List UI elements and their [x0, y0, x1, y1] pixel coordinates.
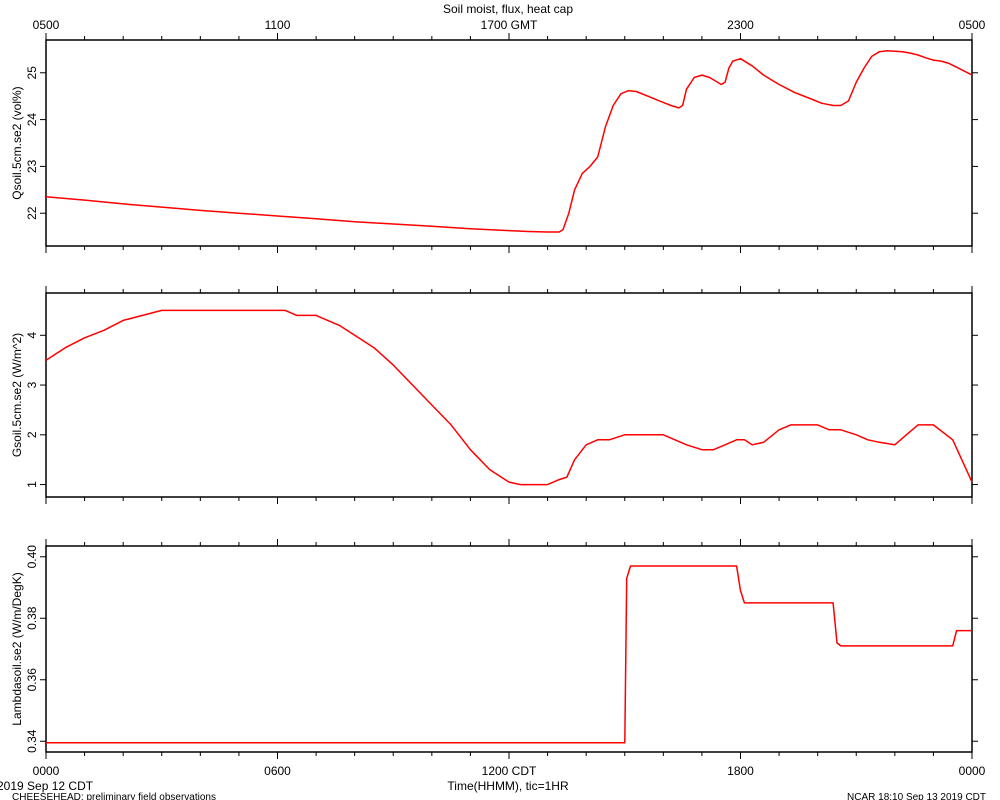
- bottom-tick-label: 1200 CDT: [482, 764, 537, 778]
- bottom-tick-label: 1800: [727, 764, 754, 778]
- x-axis-label: Time(HHMM), tic=1HR: [447, 779, 569, 793]
- y-tick-label: 2: [25, 431, 39, 438]
- series-line: [46, 565, 972, 744]
- y-tick-label: 25: [25, 66, 39, 80]
- plot-frame: [45, 39, 973, 247]
- y-axis-label: Gsoil.5cm.se2 (W/m^2): [10, 333, 24, 457]
- y-tick-label: 0.40: [25, 545, 39, 569]
- y-tick-label: 0.36: [25, 668, 39, 692]
- chart-title: Soil moist, flux, heat cap: [443, 2, 573, 16]
- plot-frame: [45, 292, 973, 498]
- top-tick-label: 1700 GMT: [481, 18, 538, 32]
- top-tick-label: 0500: [959, 18, 986, 32]
- bottom-tick-label: 0000: [33, 764, 60, 778]
- top-tick-label: 1100: [265, 18, 291, 32]
- y-tick-label: 0.34: [25, 729, 39, 753]
- bottom-tick-label: 0600: [264, 764, 291, 778]
- y-tick-label: 1: [25, 481, 39, 488]
- top-tick-label: 0500: [33, 18, 60, 32]
- y-axis-label: Lambdasoil.se2 (W/m/DegK): [10, 572, 24, 725]
- y-tick-label: 3: [25, 381, 39, 388]
- y-tick-label: 22: [25, 206, 39, 220]
- series-line: [45, 309, 973, 486]
- bottom-axis-labels: 0000 0600 1200 CDT 1800 0000: [33, 764, 986, 778]
- footer-left: CHEESEHEAD: preliminary field observatio…: [12, 792, 216, 800]
- y-tick-label: 4: [25, 332, 39, 339]
- plot-frame: [45, 545, 973, 753]
- series-line: [45, 50, 973, 233]
- y-tick-label: 0.38: [25, 606, 39, 630]
- y-tick-label: 24: [25, 113, 39, 127]
- top-axis-labels: 0500 1100 1700 GMT 2300 0500: [33, 18, 986, 32]
- bottom-tick-label: 0000: [959, 764, 986, 778]
- top-tick-label: 2300: [727, 18, 754, 32]
- y-tick-label: 23: [25, 159, 39, 173]
- footer-right: NCAR 18:10 Sep 13 2019 CDT: [847, 792, 986, 800]
- start-date-label: 2019 Sep 12 CDT: [0, 779, 94, 793]
- y-axis-label: Qsoil.5cm.se2 (vol%): [10, 86, 24, 199]
